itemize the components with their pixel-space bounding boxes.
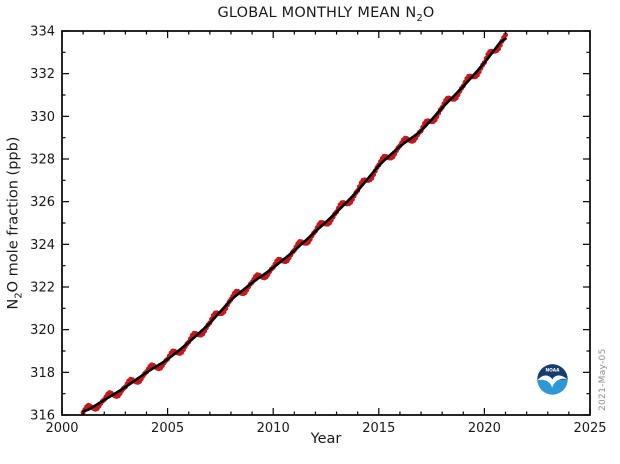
x-axis-label: Year bbox=[310, 431, 342, 447]
tick-label: 2005 bbox=[151, 421, 184, 436]
tick-label: 2020 bbox=[468, 421, 501, 436]
tick-label: 2000 bbox=[45, 421, 78, 436]
tick-label: 328 bbox=[30, 153, 55, 168]
tick-label: 318 bbox=[30, 366, 55, 381]
tick-label: 2025 bbox=[573, 421, 606, 436]
chart-title: GLOBAL MONTHLY MEAN N2O bbox=[62, 5, 590, 24]
plot-date-watermark: 2021-May-05 bbox=[598, 348, 608, 411]
y-label-prefix: N bbox=[5, 298, 22, 310]
y-label-suffix: O mole fraction (ppb) bbox=[5, 136, 22, 293]
trend-line bbox=[81, 37, 507, 413]
tick-label: 324 bbox=[30, 238, 55, 253]
tick-label: 334 bbox=[30, 25, 55, 40]
y-axis-label: N2O mole fraction (ppb) bbox=[6, 137, 25, 310]
title-suffix: O bbox=[422, 5, 435, 21]
tick-label: 2010 bbox=[257, 421, 290, 436]
tick-label: 2015 bbox=[362, 421, 395, 436]
tick-label: 326 bbox=[30, 195, 55, 210]
y-label-subscript: 2 bbox=[13, 292, 25, 299]
monthly-mean-dot bbox=[503, 32, 509, 38]
title-subscript: 2 bbox=[416, 12, 423, 24]
noaa-logo-icon: NOAA bbox=[537, 364, 568, 395]
tick-label: 322 bbox=[30, 281, 55, 296]
tick-label: 330 bbox=[30, 110, 55, 125]
noaa-logo: NOAA bbox=[537, 364, 568, 395]
title-text: GLOBAL MONTHLY MEAN N bbox=[217, 5, 417, 21]
tick-label: 320 bbox=[30, 323, 55, 338]
tick-label: 316 bbox=[30, 409, 55, 424]
tick-label: 332 bbox=[30, 67, 55, 82]
noaa-logo-text: NOAA bbox=[546, 367, 561, 373]
